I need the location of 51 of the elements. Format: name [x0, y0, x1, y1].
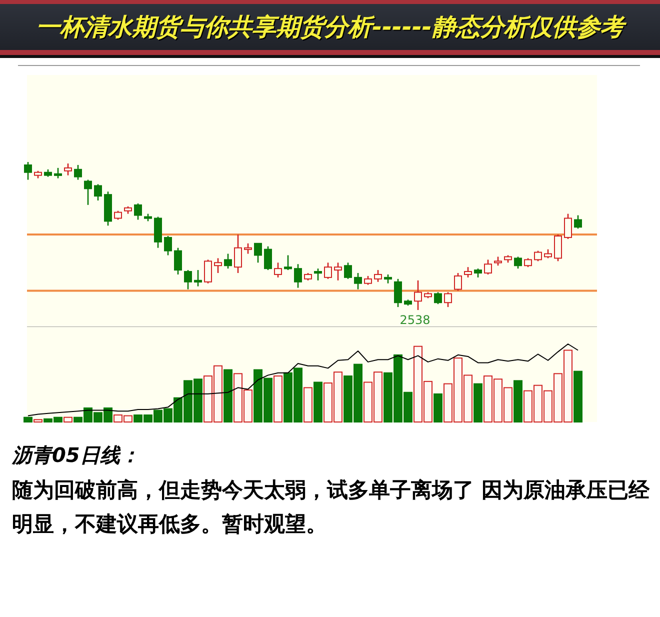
candlestick	[284, 254, 292, 271]
candlestick	[394, 278, 402, 308]
candlestick	[24, 161, 32, 180]
candlestick	[294, 263, 302, 288]
candlestick	[214, 258, 222, 274]
candlestick	[224, 253, 232, 270]
annotation: 2538	[400, 313, 430, 327]
bar	[24, 416, 32, 422]
chart-title: 一杯清水期货与你共享期货分析------静态分析仅供参考	[0, 4, 660, 50]
candlestick	[54, 167, 62, 179]
candlestick	[414, 280, 422, 311]
candlestick	[254, 242, 262, 264]
candlestick	[154, 216, 162, 248]
candlestick	[324, 262, 332, 280]
candlestick	[194, 269, 202, 287]
bar	[474, 383, 482, 422]
candlestick	[264, 246, 272, 271]
candlestick	[314, 268, 322, 282]
candlestick	[244, 242, 252, 254]
candlestick	[554, 234, 562, 262]
candlestick	[74, 164, 82, 180]
candlestick	[564, 213, 572, 240]
candlestick	[444, 292, 452, 308]
candlestick	[184, 269, 192, 290]
candlestick	[534, 250, 542, 262]
candlestick	[334, 262, 342, 282]
candlestick	[234, 234, 242, 274]
candlestick	[454, 272, 462, 292]
candlestick	[434, 292, 442, 305]
bar	[314, 382, 322, 422]
bar	[574, 370, 582, 422]
candlestick	[374, 269, 382, 283]
candlestick	[344, 262, 352, 280]
candlestick	[174, 247, 182, 276]
candlestick	[574, 214, 582, 230]
text: 随为回破前高，但走势今天太弱，试多单子离场了 因为原油承压已经明显，不建议再低多。暂时观望。	[12, 477, 651, 538]
candlestick	[204, 259, 212, 284]
candlestick	[94, 184, 102, 202]
text: 沥青05日线：	[12, 442, 141, 469]
candlestick	[354, 272, 362, 290]
candlestick	[464, 266, 472, 278]
candlestick	[64, 162, 72, 176]
candlestick	[514, 256, 522, 270]
candlestick	[134, 202, 142, 220]
bar	[224, 369, 232, 422]
candlestick	[274, 262, 282, 278]
candlestick	[484, 259, 492, 276]
candlestick	[84, 179, 92, 206]
bar	[514, 380, 522, 422]
bar	[434, 393, 442, 422]
candlestick	[164, 235, 172, 256]
